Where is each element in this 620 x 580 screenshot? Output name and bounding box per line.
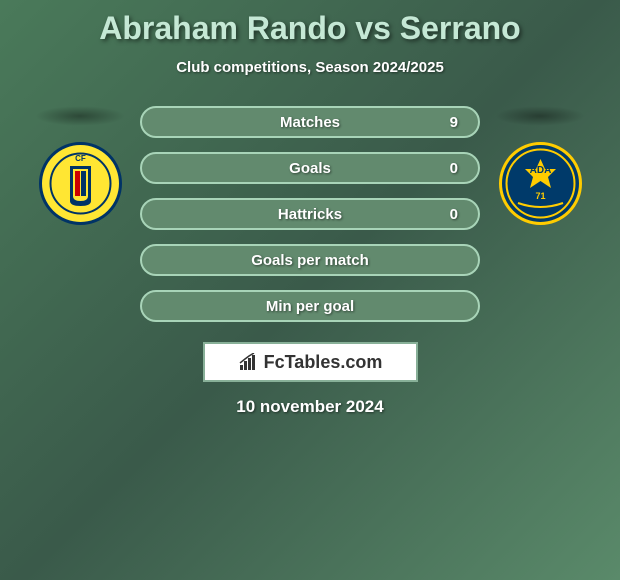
- fctables-logo: FcTables.com: [203, 342, 418, 382]
- stat-label: Min per goal: [266, 298, 354, 315]
- stat-row-goals: Goals 0: [140, 152, 480, 184]
- stat-right-value: 9: [450, 114, 458, 131]
- subtitle: Club competitions, Season 2024/2025: [0, 59, 620, 76]
- club-badge-right: ADA 71: [498, 141, 583, 226]
- player-shadow-left: [35, 106, 125, 126]
- player-left-side: CF: [20, 106, 140, 226]
- page-title: Abraham Rando vs Serrano: [0, 10, 620, 47]
- club-badge-left: CF: [38, 141, 123, 226]
- stat-row-goals-per-match: Goals per match: [140, 244, 480, 276]
- stat-row-hattricks: Hattricks 0: [140, 198, 480, 230]
- logo-text: FcTables.com: [264, 352, 383, 373]
- player-right-side: ADA 71: [480, 106, 600, 226]
- svg-text:ADA: ADA: [529, 165, 551, 176]
- stat-label: Goals: [289, 160, 331, 177]
- stat-label: Hattricks: [278, 206, 342, 223]
- stat-label: Goals per match: [251, 252, 369, 269]
- villarreal-badge-icon: CF: [38, 141, 123, 226]
- stat-right-value: 0: [450, 160, 458, 177]
- player-shadow-right: [495, 106, 585, 126]
- main-content: CF Matches 9 Goals 0 Hattricks 0: [0, 106, 620, 322]
- stat-row-matches: Matches 9: [140, 106, 480, 138]
- date-text: 10 november 2024: [0, 397, 620, 417]
- infographic-container: Abraham Rando vs Serrano Club competitio…: [0, 0, 620, 427]
- stat-right-value: 0: [450, 206, 458, 223]
- svg-text:CF: CF: [75, 154, 86, 163]
- alcorcon-badge-icon: ADA 71: [498, 141, 583, 226]
- stat-row-min-per-goal: Min per goal: [140, 290, 480, 322]
- svg-text:71: 71: [535, 191, 545, 201]
- stat-label: Matches: [280, 114, 340, 131]
- stats-column: Matches 9 Goals 0 Hattricks 0 Goals per …: [140, 106, 480, 322]
- chart-icon: [238, 353, 258, 371]
